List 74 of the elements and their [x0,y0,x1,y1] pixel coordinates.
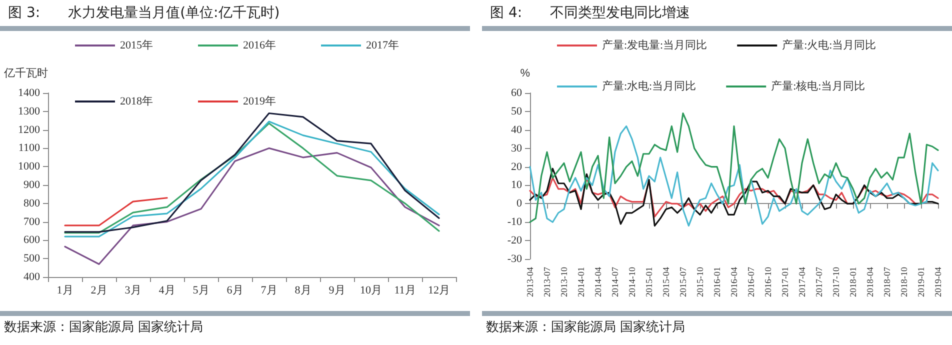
y-tick-label: -20 [507,234,522,247]
legend-label: 2015年 [120,40,153,52]
x-tick-label: 2016-01 [712,267,722,297]
x-tick-label: 10月 [360,284,382,296]
x-tick-label: 2017-07 [814,266,824,297]
y-axis-title: % [520,68,530,80]
x-tick-label: 12月 [428,284,450,296]
x-tick-label: 2018-04 [865,266,875,297]
x-tick-label: 2015-01 [644,267,654,297]
y-axis-title: 亿千瓦时 [3,66,48,80]
y-tick-label: 0 [516,198,522,210]
x-tick-label: 2014-04 [593,266,603,297]
x-tick-label: 2013-04 [525,266,535,297]
x-tick-label: 4月 [158,284,176,296]
y-tick-label: 60 [511,87,522,99]
y-tick-label: 50 [511,105,522,118]
legend-label: 产量:水电:当月同比 [602,80,696,92]
y-tick-label: 30 [511,142,522,154]
x-tick-label: 2月 [90,284,108,296]
y-tick-label: -30 [507,253,522,265]
y-tick-label: 500 [24,252,40,265]
legend-label: 2016年 [243,40,276,52]
x-tick-label: 5月 [192,284,210,296]
x-tick-label: 2015-04 [661,266,671,297]
y-tick-label: 20 [511,160,522,173]
x-tick-label: 11月 [394,284,416,296]
y-tick-label: 800 [24,197,40,210]
x-tick-label: 1月 [56,284,74,296]
y-tick-label: 10 [511,179,522,192]
x-tick-label: 2018-10 [899,266,909,297]
x-tick-label: 2018-07 [882,266,892,297]
y-tick-label: 1000 [18,160,40,173]
x-tick-label: 7月 [260,284,278,296]
y-tick-label: 1300 [18,105,40,118]
x-tick-label: 3月 [124,284,142,296]
legend-label: 2017年 [366,40,399,52]
legend-label: 产量:火电:当月同比 [782,38,876,52]
x-tick-label: 2017-04 [797,266,807,297]
y-tick-label: 40 [511,124,522,136]
x-tick-label: 2016-04 [729,266,739,297]
chart-title: 图 4: 不同类型发电同比增速 [482,0,952,31]
x-tick-label: 2019-04 [933,266,943,297]
x-tick-label: 2014-07 [610,266,620,297]
x-tick-label: 2014-10 [627,266,637,297]
legend-label: 产量:发电量:当月同比 [602,38,708,52]
x-tick-label: 8月 [294,284,312,296]
legend-label: 2018年 [120,96,153,108]
y-tick-label: 600 [24,234,40,246]
x-tick-label: 2013-10 [559,266,569,297]
y-tick-label: 400 [24,271,40,283]
x-tick-label: 2016-10 [763,266,773,297]
chart-title: 图 3: 水力发电量当月值(单位:亿千瓦时) [0,0,470,31]
x-tick-label: 2018-01 [848,267,858,297]
y-tick-label: 1100 [18,142,40,154]
x-tick-label: 2013-07 [542,266,552,297]
y-tick-label: -10 [507,216,522,228]
source-note: 数据来源：国家能源局 国家统计局 [482,311,952,340]
x-tick-label: 2016-07 [746,266,756,297]
y-tick-label: 900 [24,179,40,191]
x-tick-label: 2015-07 [678,266,688,297]
source-note: 数据来源：国家能源局 国家统计局 [0,311,470,340]
x-tick-label: 2019-01 [916,267,926,297]
y-tick-label: 1200 [18,124,40,136]
line-series [64,147,440,265]
x-tick-label: 6月 [226,284,244,296]
legend-label: 产量:核电:当月同比 [771,80,866,92]
x-tick-label: 2014-01 [576,267,586,297]
x-tick-label: 2015-10 [695,266,705,297]
legend-label: 2019年 [243,96,276,108]
y-tick-label: 700 [24,216,40,228]
y-tick-label: 1400 [18,87,40,99]
x-tick-label: 2017-10 [831,266,841,297]
x-tick-label: 2017-01 [780,267,790,297]
x-tick-label: 9月 [328,284,346,296]
